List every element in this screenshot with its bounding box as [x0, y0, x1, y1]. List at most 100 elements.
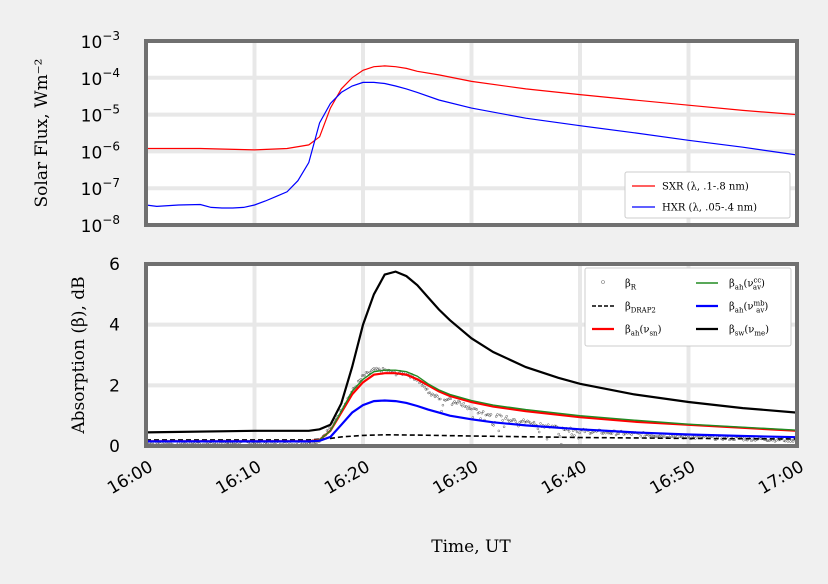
beta-r-point	[494, 415, 498, 418]
beta-r-point	[364, 371, 368, 374]
beta-r-point	[604, 431, 607, 435]
beta-r-point	[372, 367, 376, 370]
beta-r-point	[439, 397, 442, 401]
top-series	[145, 65, 798, 209]
beta-r-point	[531, 422, 534, 425]
beta-r-point	[606, 431, 610, 435]
beta-r-point	[504, 417, 507, 420]
bottom-legend-label-1: βDRAP2	[625, 302, 656, 315]
beta-r-point	[591, 431, 594, 434]
beta-r-point	[472, 407, 476, 410]
beta-r-point	[362, 373, 365, 377]
x-tick-4: 16:40	[538, 457, 590, 499]
top-legend: SXR (λ, .1-.8 nm) HXR (λ, .05-.4 nm)	[624, 171, 791, 219]
top-y-tick-4: 10−4	[81, 66, 120, 90]
beta-r-point	[623, 432, 627, 436]
beta-r-point	[509, 419, 512, 422]
top-series-line-0	[146, 65, 798, 151]
beta-r-point	[427, 391, 430, 395]
beta-r-point	[687, 435, 691, 439]
beta-r-point	[442, 398, 446, 402]
top-panel-flux: 10−8 10−7 10−6 10−5 10−4 10−3 Solar Flux, Wm⁻…	[32, 29, 799, 237]
x-tick-3: 16:30	[430, 457, 482, 499]
beta-r-point	[487, 412, 490, 416]
beta-r-point	[616, 432, 619, 435]
beta-r-point	[601, 432, 605, 435]
beta-r-point	[444, 399, 447, 402]
beta-r-point	[528, 421, 532, 424]
bottom-y-axis-label: Absorption (β), dB	[69, 276, 89, 434]
beta-r-point	[488, 414, 491, 418]
top-y-tick-2: 10−6	[81, 139, 120, 163]
beta-r-point	[791, 440, 795, 443]
bottom-panel-frame	[144, 262, 799, 448]
x-axis-label: Time, UT	[431, 537, 511, 557]
beta-r-point	[432, 393, 435, 397]
bottom-y-tick-1: 2	[109, 376, 120, 396]
top-legend-label-1: HXR (λ, .05-.4 nm)	[662, 203, 757, 214]
beta-r-point	[649, 434, 653, 437]
beta-r-point	[371, 368, 374, 371]
beta-r-point	[484, 413, 488, 417]
beta-r-point	[573, 434, 576, 437]
beta-r-point	[575, 430, 579, 434]
beta-r-point	[786, 440, 790, 443]
beta-r-point	[661, 435, 665, 439]
beta-r-point	[622, 433, 626, 436]
bottom-y-tick-0: 0	[109, 437, 120, 457]
bottom-y-tick-3: 6	[109, 255, 120, 275]
beta-r-point	[467, 405, 471, 409]
beta-r-point	[600, 431, 603, 435]
beta-r-point	[437, 397, 441, 401]
beta-r-point	[610, 432, 614, 435]
beta-r-point	[765, 439, 769, 442]
top-y-tick-labels: 10−8 10−7 10−6 10−5 10−4 10−3	[81, 29, 120, 237]
beta-r-point	[418, 381, 421, 385]
beta-r-point	[742, 438, 745, 442]
top-legend-label-0: SXR (λ, .1-.8 nm)	[662, 182, 749, 193]
beta-r-point	[458, 400, 462, 404]
beta-r-point	[583, 430, 587, 434]
top-y-tick-0: 10−8	[81, 213, 120, 237]
beta-r-point	[481, 410, 485, 413]
beta-r-point	[656, 435, 659, 438]
beta-r-point	[514, 420, 518, 423]
beta-r-point	[643, 434, 646, 438]
beta-r-point	[590, 431, 593, 435]
bottom-series-line-3	[146, 369, 798, 443]
beta-r-point	[470, 407, 473, 411]
beta-r-point	[670, 435, 674, 438]
beta-r-point	[448, 397, 451, 400]
beta-r-point	[518, 421, 521, 424]
beta-r-point	[328, 426, 331, 430]
beta-r-point	[478, 411, 481, 414]
beta-r-point	[774, 439, 778, 442]
beta-r-point	[782, 439, 786, 443]
beta-r-point	[450, 403, 454, 406]
beta-r-point	[428, 391, 432, 394]
beta-r-point	[474, 407, 477, 411]
beta-r-point	[502, 425, 506, 429]
beta-r-point	[500, 414, 503, 418]
beta-r-point	[532, 420, 536, 424]
beta-r-point	[789, 440, 792, 443]
beta-r-point	[728, 438, 731, 442]
beta-r-point	[790, 438, 794, 442]
bottom-y-tick-2: 4	[109, 316, 120, 336]
beta-r-point	[381, 366, 385, 370]
beta-r-point	[363, 374, 366, 377]
beta-r-point	[511, 418, 515, 421]
beta-r-point	[653, 435, 657, 438]
beta-r-point	[497, 429, 501, 433]
beta-r-point	[440, 409, 443, 413]
beta-r-point	[630, 433, 633, 436]
top-y-tick-3: 10−5	[81, 103, 120, 127]
beta-r-point	[521, 420, 524, 423]
beta-r-point	[505, 415, 508, 418]
beta-r-point	[678, 435, 682, 439]
beta-r-point	[767, 439, 770, 443]
beta-r-point	[751, 438, 754, 442]
x-tick-5: 16:50	[647, 457, 699, 499]
beta-r-point	[639, 434, 643, 438]
